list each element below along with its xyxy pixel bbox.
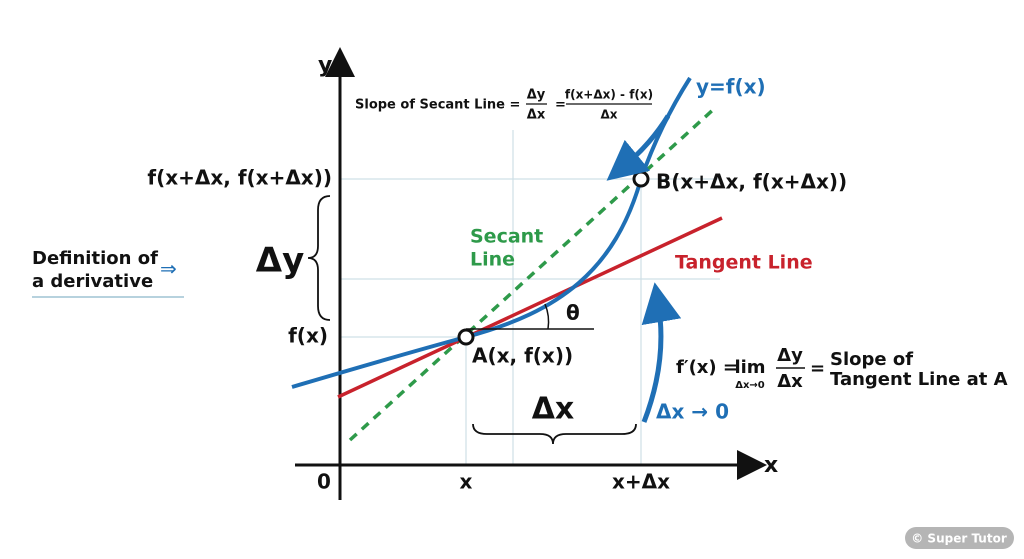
derivative-rhs: Tangent Line at A xyxy=(830,369,1008,390)
tangent-label: Tangent Line xyxy=(675,252,813,274)
side-note: a derivative xyxy=(32,271,153,292)
origin-label: 0 xyxy=(317,470,331,494)
point-b xyxy=(632,170,650,188)
y-tick-label: f(x+Δx, f(x+Δx)) xyxy=(147,166,332,190)
fraction-numerator: Δy xyxy=(777,345,803,366)
watermark-badge xyxy=(905,527,1014,549)
angle-label: θ xyxy=(566,301,580,325)
tangent-line xyxy=(337,216,723,399)
equals-sign: = xyxy=(810,358,825,379)
x-tick-label: x+Δx xyxy=(612,470,670,494)
limit-subscript: Δx→0 xyxy=(735,380,765,391)
angle-arc xyxy=(544,303,550,330)
equals-sign: = xyxy=(555,98,566,113)
secant-formula-lead: Slope of Secant Line = xyxy=(355,98,520,113)
fraction-denominator: Δx xyxy=(527,108,546,123)
derivative-lhs: f′(x) = xyxy=(676,357,738,378)
point-a xyxy=(457,328,475,346)
watermark: © Super Tutor xyxy=(911,532,1007,546)
limit-word: lim xyxy=(734,357,765,378)
x-tick-label: x xyxy=(460,470,473,494)
delta-y-brace xyxy=(307,195,331,321)
secant-label: Line xyxy=(470,249,515,271)
fraction-denominator: Δx xyxy=(777,371,803,392)
function-curve xyxy=(291,76,692,389)
derivative-rhs: Slope of xyxy=(830,349,913,370)
side-note-arrow: ⇒ xyxy=(160,257,177,281)
fraction-numerator: f(x+Δx) - f(x) xyxy=(565,88,653,102)
delta-y-label: Δy xyxy=(256,241,304,281)
fraction-denominator: Δx xyxy=(600,108,617,122)
secant-line xyxy=(348,106,717,442)
y-axis-label: y xyxy=(318,53,332,78)
limit-arrow xyxy=(641,282,682,423)
secant-label: Secant xyxy=(470,226,543,248)
fraction-numerator: Δy xyxy=(527,88,546,103)
curve-label: y=f(x) xyxy=(696,75,766,99)
delta-x-brace xyxy=(472,423,637,445)
guide-lines xyxy=(340,130,720,465)
limit-note: Δx → 0 xyxy=(656,400,729,424)
approach-arrow xyxy=(606,114,671,181)
x-axis-label: x xyxy=(764,453,778,478)
point-b-label: B(x+Δx, f(x+Δx)) xyxy=(656,170,847,194)
side-note: Definition of xyxy=(32,248,158,269)
delta-x-label: Δx xyxy=(532,392,575,427)
point-a-label: A(x, f(x)) xyxy=(472,344,573,368)
y-tick-label: f(x) xyxy=(288,324,328,348)
